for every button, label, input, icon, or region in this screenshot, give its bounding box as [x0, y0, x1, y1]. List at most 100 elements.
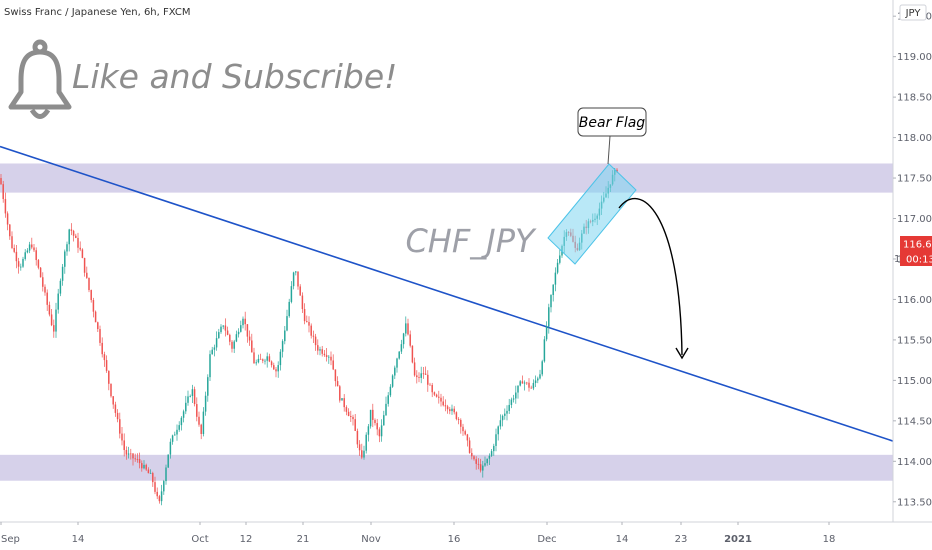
countdown-tag-bg [900, 251, 932, 266]
candle-body [356, 430, 359, 445]
currency-badge[interactable]: JPY [899, 4, 927, 21]
candle-body [457, 419, 460, 420]
candle-body [517, 385, 519, 393]
candle-body [548, 307, 550, 327]
candle-body [218, 332, 220, 339]
candle-body [149, 473, 152, 474]
candle-body [193, 389, 196, 405]
candle-body [345, 407, 348, 412]
candle-body [220, 326, 222, 333]
candle-body [299, 286, 301, 296]
candle-body [44, 286, 46, 293]
candle-body [616, 169, 618, 172]
candle-body [130, 453, 132, 455]
candle-body [15, 251, 18, 262]
candle-body [143, 464, 145, 469]
price-tick-label: 115.500 [897, 335, 932, 346]
candle-body [420, 373, 422, 378]
last-price-tag-bg [900, 236, 932, 251]
candle-body [444, 405, 447, 407]
last-price-tag: 116.683 00:13 1 [894, 236, 932, 266]
candle-body [237, 331, 240, 335]
candle-body [81, 249, 84, 258]
candle-body [330, 356, 332, 361]
candle-body [224, 325, 227, 331]
candle-body [154, 482, 156, 492]
candle-body [521, 381, 524, 384]
candle-body [325, 355, 328, 358]
candle-body [515, 392, 517, 399]
candle-body [506, 410, 508, 414]
candle-body [152, 473, 154, 483]
candle-body [215, 338, 218, 348]
candle-body [554, 272, 557, 285]
candle-body [198, 416, 200, 425]
candle-body [255, 362, 257, 364]
candle-body [429, 384, 431, 386]
time-axis[interactable]: Sep 14 Oct 12 21 Nov 16 Dec 14 23 2021 18 [0, 521, 932, 545]
candle-body [297, 271, 299, 287]
candle-body [501, 415, 504, 421]
candle-body [347, 411, 350, 416]
time-tick-label: Sep [1, 534, 20, 545]
candle-body [402, 333, 405, 345]
candle-body [196, 404, 198, 417]
bear-flag-callout: Bear Flag [577, 107, 647, 165]
candle-body [145, 464, 147, 470]
candle-body [341, 398, 343, 401]
plot-area[interactable] [0, 0, 893, 522]
candle-body [490, 451, 493, 456]
candle-body [365, 434, 367, 451]
candle-body [292, 272, 295, 287]
currency-label: JPY [905, 8, 922, 19]
candle-body [400, 344, 403, 352]
zones-layer [0, 163, 893, 481]
candle-body [519, 381, 521, 386]
candle-body [279, 351, 282, 366]
candle-body [449, 409, 451, 412]
trendline-layer [0, 145, 893, 442]
candle-body [134, 458, 136, 460]
price-tick-label: 118.500 [897, 93, 932, 104]
candle-body [114, 404, 117, 413]
candle-body [308, 322, 310, 326]
candle-body [0, 178, 2, 185]
candle-body [266, 356, 268, 361]
candle-body [427, 374, 429, 385]
time-tick-label: Dec [537, 534, 556, 545]
candle-body [431, 384, 433, 393]
projection-arrow [618, 198, 689, 360]
candle-body [233, 341, 235, 349]
candle-body [543, 339, 546, 362]
candle-body [352, 416, 354, 420]
time-tick-label: 2021 [724, 534, 752, 545]
candle-body [380, 425, 383, 437]
candle-body [6, 213, 9, 225]
candle-body [530, 387, 532, 389]
candle-body [295, 271, 297, 273]
candle-body [372, 409, 374, 420]
candle-body [336, 381, 339, 387]
last-price-value: 116.683 [903, 240, 932, 251]
candle-body [385, 403, 387, 416]
candle-body [123, 440, 125, 451]
candle-body [398, 351, 400, 359]
candle-body [550, 295, 552, 308]
candle-body [50, 314, 53, 326]
candle-body [539, 374, 541, 379]
candle-body [486, 458, 488, 464]
candle-body [512, 398, 515, 400]
candle-body [493, 445, 495, 452]
candle-body [455, 412, 458, 420]
candle-body [374, 419, 376, 424]
candle-body [453, 408, 455, 413]
candle-body [64, 251, 66, 267]
candle-body [75, 235, 77, 238]
candle-body [28, 244, 31, 251]
candle-body [141, 463, 143, 469]
candle-body [211, 349, 213, 355]
candle-body [482, 465, 484, 471]
time-tick-label: 14 [616, 534, 629, 545]
candle-body [171, 435, 174, 442]
